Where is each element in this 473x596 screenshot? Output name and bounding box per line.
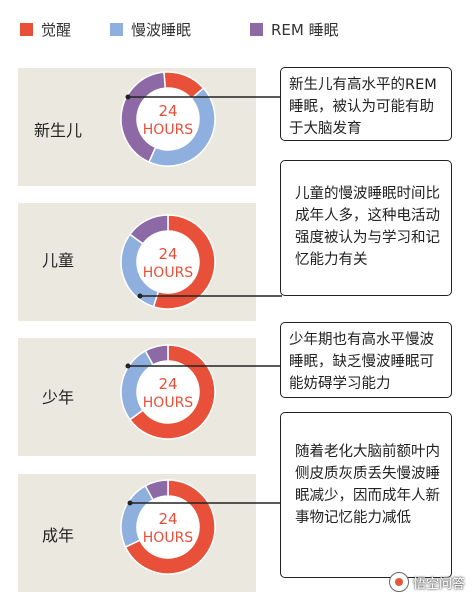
center-number-adult: 24: [158, 510, 177, 528]
note-box-adult: 随着老化大脑前额叶内侧皮质灰质丢失慢波睡眠减少，因而成年人新事物记忆能力减低: [280, 412, 452, 578]
stage-label-child: 儿童: [41, 251, 74, 270]
donut-hole-teen: [137, 361, 199, 423]
legend-item-slow-wave: 慢波睡眠: [110, 20, 192, 39]
stage-label-adult: 成年: [41, 526, 74, 545]
watermark-text: 悟空问答: [412, 576, 465, 592]
center-number-newborn: 24: [158, 102, 177, 120]
donut-segment-adult-rem: [144, 479, 169, 501]
donut-hole-newborn: [137, 88, 199, 150]
stage-label-newborn: 新生儿: [33, 121, 82, 140]
note-box-teen: 少年期也有高水平慢波睡眠，缺乏慢波睡眠可能妨碍学习能力: [280, 322, 452, 398]
legend-item-awake: 觉醒: [20, 20, 72, 39]
wukong-logo-icon: [388, 572, 409, 592]
connector-dot-adult: [127, 500, 133, 506]
center-unit-adult: HOURS: [143, 530, 194, 546]
legend-label-rem: REM 睡眠: [271, 20, 339, 39]
center-unit-child: HOURS: [143, 265, 194, 281]
legend-label-awake: 觉醒: [41, 20, 72, 39]
slow-wave-swatch-icon: [110, 22, 123, 36]
note-box-child: 儿童的慢波睡眠时间比成年人多，这种电活动强度被认为与学习和记忆能力有关: [280, 160, 452, 296]
awake-swatch-icon: [20, 22, 33, 36]
connector-dot-teen: [125, 363, 131, 369]
center-number-child: 24: [158, 245, 177, 263]
watermark: 悟空问答: [388, 572, 465, 592]
center-unit-teen: HOURS: [143, 395, 194, 411]
donut-segment-newborn-rem: [120, 71, 167, 163]
legend-label-slow-wave: 慢波睡眠: [131, 20, 192, 39]
donut-segment-teen-rem: [144, 344, 169, 366]
rem-swatch-icon: [250, 22, 263, 36]
center-unit-newborn: HOURS: [143, 122, 194, 138]
stage-label-teen: 少年: [41, 388, 74, 407]
legend: 觉醒 慢波睡眠 REM 睡眠: [0, 0, 473, 40]
donut-hole-child: [137, 231, 199, 293]
connector-dot-newborn: [125, 94, 131, 100]
donut-segment-child-rem: [128, 214, 169, 245]
donut-segment-teen-awake: [128, 344, 216, 440]
center-number-teen: 24: [158, 375, 177, 393]
connector-dot-child: [137, 293, 143, 299]
donut-segment-child-awake: [152, 214, 216, 310]
donut-hole-adult: [137, 496, 199, 558]
note-box-newborn: 新生儿有高水平的REM睡眠，被认为可能有助于大脑发育: [280, 67, 452, 141]
legend-item-rem: REM 睡眠: [250, 20, 339, 39]
